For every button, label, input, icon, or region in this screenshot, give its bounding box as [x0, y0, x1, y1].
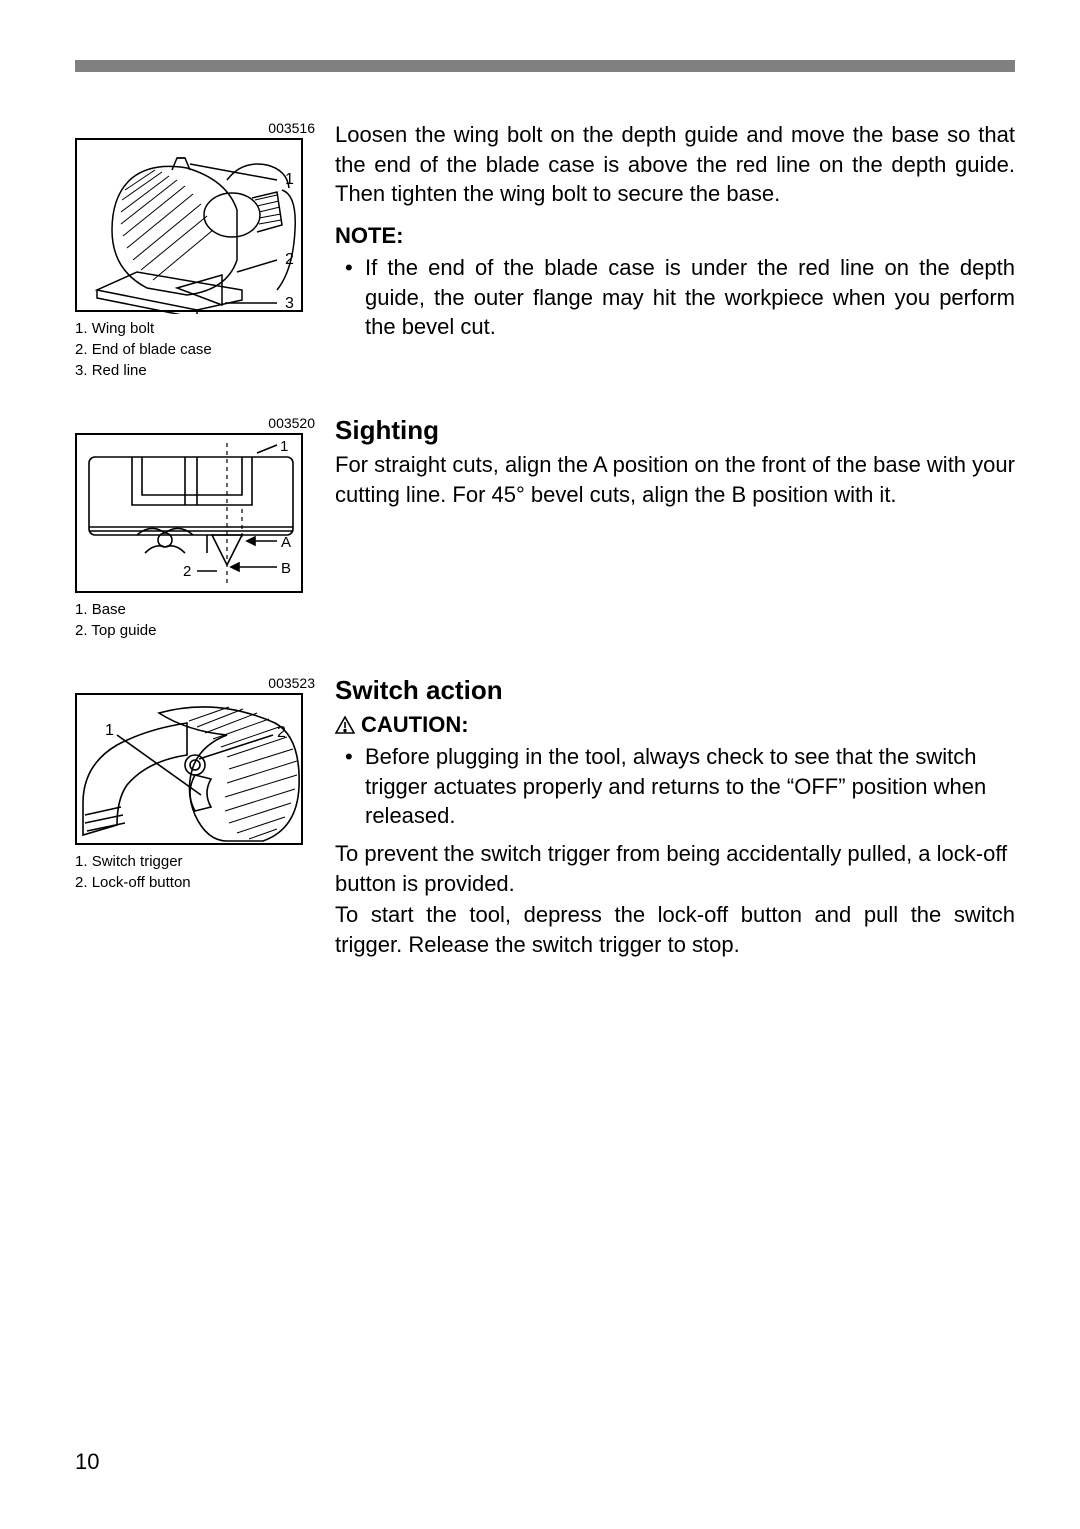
- page-content: 003516: [75, 120, 1015, 994]
- fig1-callout-3: 3: [285, 295, 294, 312]
- legend-text: End of blade case: [92, 341, 212, 358]
- legend-text: Top guide: [91, 622, 156, 639]
- legend-item: 1. Switch trigger: [75, 851, 325, 872]
- switch-para2: To start the tool, depress the lock-off …: [335, 900, 1015, 959]
- sighting-para: For straight cuts, align the A position …: [335, 450, 1015, 509]
- figure2-box: 1 2 A B: [75, 433, 303, 593]
- fig2-callout-1: 1: [280, 438, 288, 455]
- section-bevel: 003516: [75, 120, 1015, 381]
- fig2-callout-2: 2: [183, 563, 191, 580]
- bullet-marker: •: [335, 742, 365, 831]
- figure1-legend: 1. Wing bolt 2. End of blade case 3. Red…: [75, 318, 325, 381]
- figure2-col: 003520: [75, 415, 325, 641]
- header-rule: [75, 60, 1015, 72]
- figure1-svg: 1 2 3: [77, 140, 305, 314]
- figure3-col: 003523: [75, 675, 325, 960]
- note-bullet: • If the end of the blade case is under …: [335, 253, 1015, 342]
- legend-text: Switch trigger: [92, 853, 183, 870]
- figure1-col: 003516: [75, 120, 325, 381]
- figure3-svg: 1 2: [77, 695, 305, 847]
- legend-item: 1. Base: [75, 599, 325, 620]
- figure2-id: 003520: [75, 415, 325, 431]
- section3-text: Switch action CAUTION: • Before plugging…: [325, 675, 1015, 960]
- switch-para1: To prevent the switch trigger from being…: [335, 839, 1015, 898]
- section1-text: Loosen the wing bolt on the depth guide …: [325, 120, 1015, 381]
- section2-text: Sighting For straight cuts, align the A …: [325, 415, 1015, 641]
- legend-item: 3. Red line: [75, 360, 325, 381]
- sighting-heading: Sighting: [335, 415, 1015, 446]
- legend-item: 2. End of blade case: [75, 339, 325, 360]
- figure1-id: 003516: [75, 120, 325, 136]
- page-number: 10: [75, 1449, 99, 1475]
- legend-text: Lock-off button: [92, 874, 191, 891]
- fig2-letter-a: A: [281, 534, 291, 551]
- section1-para: Loosen the wing bolt on the depth guide …: [335, 120, 1015, 209]
- warning-icon: [335, 716, 355, 734]
- legend-text: Base: [92, 601, 126, 618]
- section-sighting: 003520: [75, 415, 1015, 641]
- caution-bullet-text: Before plugging in the tool, always chec…: [365, 742, 1015, 831]
- fig1-callout-1: 1: [285, 171, 294, 188]
- figure3-id: 003523: [75, 675, 325, 691]
- caution-label-text: CAUTION:: [361, 712, 469, 737]
- fig3-callout-1: 1: [105, 722, 114, 739]
- note-bullet-text: If the end of the blade case is under th…: [365, 253, 1015, 342]
- caution-label: CAUTION:: [335, 712, 1015, 738]
- switch-heading: Switch action: [335, 675, 1015, 706]
- fig1-callout-2: 2: [285, 251, 294, 268]
- fig3-callout-2: 2: [277, 724, 286, 741]
- legend-item: 2. Top guide: [75, 620, 325, 641]
- section-switch: 003523: [75, 675, 1015, 960]
- figure2-svg: 1 2 A B: [77, 435, 305, 595]
- bullet-marker: •: [335, 253, 365, 342]
- figure3-legend: 1. Switch trigger 2. Lock-off button: [75, 851, 325, 893]
- fig2-letter-b: B: [281, 560, 291, 577]
- figure2-legend: 1. Base 2. Top guide: [75, 599, 325, 641]
- legend-item: 2. Lock-off button: [75, 872, 325, 893]
- figure1-box: 1 2 3: [75, 138, 303, 312]
- figure3-box: 1 2: [75, 693, 303, 845]
- caution-bullet: • Before plugging in the tool, always ch…: [335, 742, 1015, 831]
- note-label: NOTE:: [335, 223, 1015, 249]
- legend-text: Wing bolt: [92, 320, 155, 337]
- legend-text: Red line: [92, 362, 147, 379]
- legend-item: 1. Wing bolt: [75, 318, 325, 339]
